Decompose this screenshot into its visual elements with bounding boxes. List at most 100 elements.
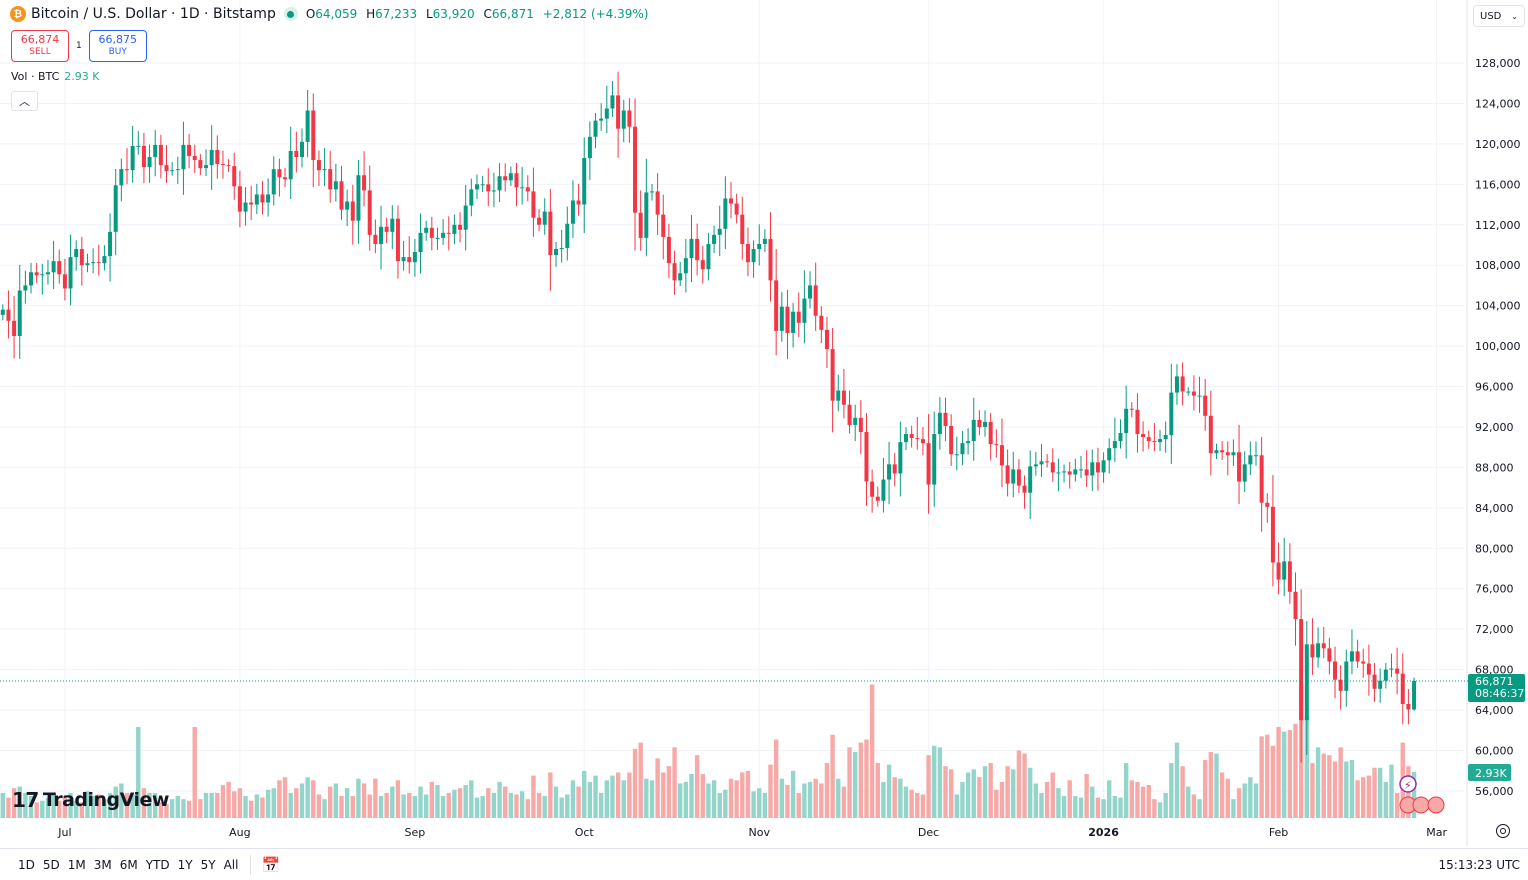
volume-legend[interactable]: Vol · BTC 2.93 K bbox=[11, 70, 99, 83]
range-button-5d[interactable]: 5D bbox=[42, 857, 60, 872]
candle-body bbox=[954, 454, 959, 456]
volume-bar bbox=[40, 800, 45, 818]
candle-body bbox=[870, 481, 875, 497]
tradingview-logo[interactable]: 𝟭𝟳 TradingView bbox=[12, 788, 169, 812]
volume-bar bbox=[1253, 783, 1259, 818]
volume-bar bbox=[1259, 736, 1264, 818]
buy-button[interactable]: 66,875 BUY bbox=[88, 30, 147, 62]
volume-bar bbox=[892, 777, 897, 818]
volume-bar bbox=[1073, 796, 1078, 818]
lightning-icon: ⚡ bbox=[1404, 779, 1412, 792]
event-icons[interactable]: ⚡ bbox=[1399, 775, 1445, 814]
candle-body bbox=[271, 169, 276, 195]
range-button-all[interactable]: All bbox=[223, 857, 239, 872]
range-button-3m[interactable]: 3M bbox=[93, 857, 112, 872]
volume-bar bbox=[503, 786, 508, 818]
go-to-date-calendar-icon[interactable]: 📅 bbox=[261, 855, 281, 874]
candle-body bbox=[695, 238, 700, 261]
volume-bar bbox=[779, 778, 785, 818]
divider bbox=[250, 854, 252, 875]
volume-bar bbox=[999, 781, 1005, 818]
bitcoin-logo-icon: ₿ bbox=[10, 6, 26, 22]
volume-bar bbox=[322, 799, 327, 818]
us-flag-event-icon[interactable] bbox=[1412, 796, 1430, 814]
utc-clock[interactable]: 15:13:23 UTC bbox=[1438, 857, 1521, 872]
volume-bar bbox=[51, 792, 56, 818]
volume-bar bbox=[288, 792, 293, 818]
candle-body bbox=[729, 198, 734, 204]
volume-bar bbox=[1270, 745, 1276, 818]
price-tick-label: 92,000 bbox=[1475, 421, 1514, 434]
volume-bar bbox=[305, 777, 310, 818]
time-tick-label: Mar bbox=[1426, 826, 1447, 839]
candle-body bbox=[1344, 661, 1349, 691]
candle-body bbox=[1389, 668, 1394, 670]
candlestick-chart[interactable]: 56,000 60,000 64,000 68,000 72,000 76,000 80,0… bbox=[0, 0, 1528, 846]
flash-event-icon[interactable] bbox=[1399, 775, 1417, 793]
candle-body bbox=[164, 165, 169, 172]
candle-body bbox=[1231, 452, 1236, 456]
volume-bar bbox=[1310, 763, 1315, 818]
price-tick-label: 88,000 bbox=[1475, 461, 1514, 474]
candle-body bbox=[915, 438, 920, 440]
volume-bar bbox=[113, 786, 118, 818]
candle-body bbox=[1225, 452, 1230, 456]
volume-bar bbox=[694, 755, 700, 818]
range-button-1y[interactable]: 1Y bbox=[177, 857, 193, 872]
volume-bar bbox=[344, 788, 350, 818]
candle-body bbox=[757, 243, 762, 250]
volume-bar bbox=[141, 788, 147, 818]
candle-body bbox=[633, 126, 638, 213]
volume-bar bbox=[452, 789, 457, 818]
settings-gear-icon[interactable] bbox=[1496, 824, 1510, 838]
symbol-title[interactable]: Bitcoin / U.S. Dollar · 1D · Bitstamp bbox=[31, 6, 276, 22]
volume-bar bbox=[615, 772, 621, 818]
candle-body bbox=[141, 145, 146, 168]
range-button-1m[interactable]: 1M bbox=[67, 857, 86, 872]
candle-body bbox=[1355, 651, 1360, 662]
collapse-legend-button[interactable]: ︿ bbox=[11, 91, 38, 111]
low-value: 63,920 bbox=[432, 7, 475, 21]
candle-body bbox=[1005, 465, 1010, 484]
price-tick-label: 72,000 bbox=[1475, 623, 1514, 636]
candle-body bbox=[243, 202, 248, 212]
candle-body bbox=[1062, 471, 1067, 473]
candle-body bbox=[158, 144, 163, 166]
volume-bar bbox=[937, 747, 943, 818]
candle-body bbox=[198, 160, 203, 169]
volume-bar bbox=[1214, 753, 1219, 818]
range-button-5y[interactable]: 5Y bbox=[200, 857, 216, 872]
volume-bar bbox=[717, 792, 722, 818]
volume-bar bbox=[700, 774, 705, 818]
candle-body bbox=[627, 110, 632, 127]
currency-select[interactable]: USD ⌄ bbox=[1473, 5, 1525, 27]
volume-bar bbox=[1027, 767, 1033, 818]
time-axis[interactable]: Jul Aug Sep Oct Nov Dec 2026 Feb Mar bbox=[57, 0, 1468, 846]
price-tick-label: 128,000 bbox=[1475, 57, 1521, 70]
range-button-1d[interactable]: 1D bbox=[18, 857, 35, 872]
us-flag-event-icon[interactable] bbox=[1427, 796, 1445, 814]
volume-bar bbox=[1344, 761, 1349, 818]
volume-bar bbox=[1011, 769, 1016, 818]
candle-body bbox=[418, 232, 423, 253]
volume-bar bbox=[678, 783, 683, 818]
time-tick-label: Nov bbox=[748, 826, 770, 839]
candle-body bbox=[1248, 455, 1253, 465]
volume-bar bbox=[412, 796, 418, 818]
candle-body bbox=[1107, 448, 1112, 461]
trade-buttons: 66,874 SELL 1 66,875 BUY bbox=[11, 30, 147, 62]
volume-bar bbox=[153, 792, 158, 818]
volume-bar bbox=[232, 791, 237, 818]
volume-bar bbox=[576, 786, 581, 818]
volume-bar bbox=[847, 747, 852, 818]
range-button-ytd[interactable]: YTD bbox=[145, 857, 170, 872]
volume-bar bbox=[378, 796, 384, 818]
range-button-6m[interactable]: 6M bbox=[119, 857, 138, 872]
volume-bar bbox=[807, 781, 813, 818]
price-tick-label: 104,000 bbox=[1475, 300, 1521, 313]
price-axis[interactable]: 56,000 60,000 64,000 68,000 72,000 76,000 80,0… bbox=[1475, 57, 1521, 798]
candle-body bbox=[554, 249, 559, 256]
volume-bar bbox=[819, 783, 824, 818]
sell-button[interactable]: 66,874 SELL bbox=[11, 30, 69, 62]
candle-body bbox=[847, 404, 852, 425]
